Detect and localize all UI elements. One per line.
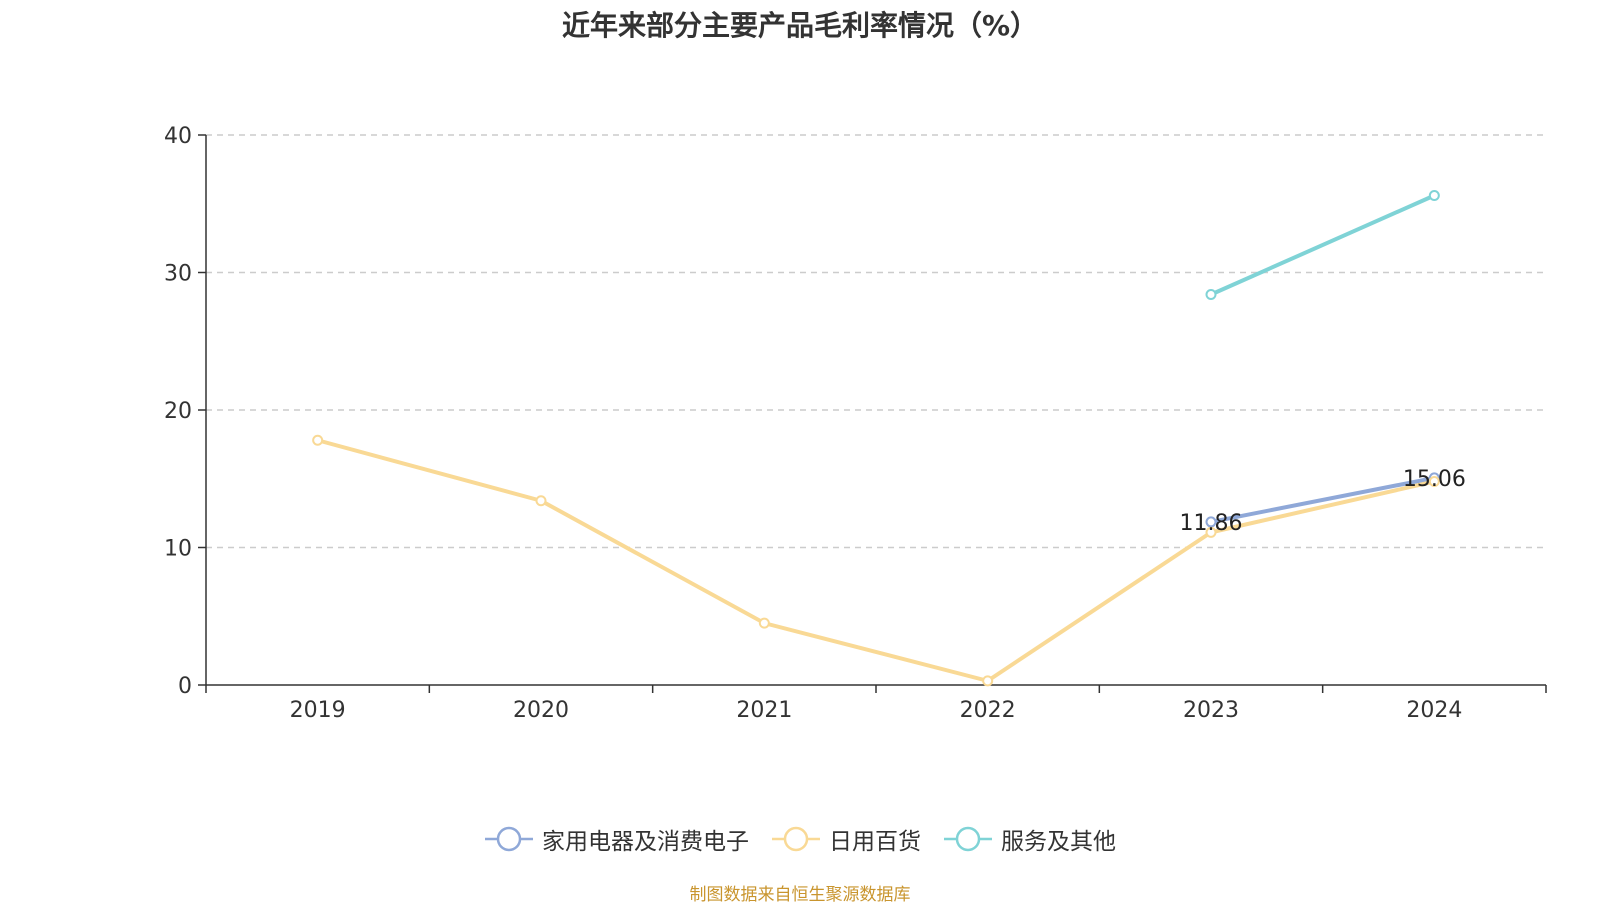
legend-symbol-icon bbox=[944, 826, 992, 852]
data-point bbox=[312, 434, 324, 446]
data-label: 15.06 bbox=[1403, 467, 1466, 492]
y-tick-label: 20 bbox=[164, 399, 192, 424]
legend-label: 家用电器及消费电子 bbox=[542, 829, 749, 855]
legend-symbol-icon bbox=[485, 826, 533, 852]
legend-marker bbox=[496, 826, 522, 852]
data-point bbox=[1428, 190, 1440, 201]
legend-marker bbox=[955, 826, 981, 852]
x-tick-label: 2021 bbox=[736, 698, 792, 723]
x-tick-label: 2022 bbox=[960, 698, 1016, 723]
data-point bbox=[1205, 526, 1217, 538]
data-point bbox=[758, 617, 770, 629]
chart-title: 近年来部分主要产品毛利率情况（%） bbox=[561, 9, 1039, 42]
legend-label: 服务及其他 bbox=[1001, 829, 1116, 855]
data-point bbox=[1205, 516, 1217, 528]
data-label: 11.86 bbox=[1180, 511, 1243, 536]
series-line-0 bbox=[1209, 475, 1437, 524]
y-tick-label: 0 bbox=[178, 674, 192, 699]
data-point bbox=[1205, 289, 1217, 300]
grid-lines bbox=[206, 134, 1546, 549]
legend-marker bbox=[783, 826, 809, 852]
series-line-2 bbox=[1209, 193, 1437, 297]
y-tick-label: 30 bbox=[164, 262, 192, 287]
legend-item[interactable]: 日用百货 bbox=[771, 822, 921, 856]
legend: 家用电器及消费电子 日用百货 服务及其他 bbox=[0, 822, 1600, 856]
x-tick-label: 2019 bbox=[290, 698, 346, 723]
x-tick-label: 2020 bbox=[513, 698, 569, 723]
legend-label: 日用百货 bbox=[829, 829, 921, 855]
series-line-1 bbox=[315, 438, 1437, 683]
data-labels: 11.86 15.06 bbox=[1180, 467, 1466, 536]
data-point bbox=[1428, 476, 1440, 487]
x-tick-label: 2024 bbox=[1406, 698, 1462, 723]
source-note: 制图数据来自恒生聚源数据库 bbox=[689, 885, 911, 905]
legend-symbol-icon bbox=[772, 826, 820, 852]
data-point bbox=[982, 675, 994, 687]
axes: 0 10 20 30 40 2019 2020 2021 2022 2023 2024 bbox=[164, 124, 1547, 723]
y-tick-label: 10 bbox=[164, 537, 192, 562]
legend-item[interactable]: 服务及其他 bbox=[943, 822, 1116, 856]
series-lines bbox=[312, 190, 1440, 687]
data-point bbox=[535, 495, 547, 507]
y-tick-label: 40 bbox=[164, 124, 192, 149]
legend-item[interactable]: 家用电器及消费电子 bbox=[484, 822, 749, 856]
x-tick-label: 2023 bbox=[1183, 698, 1239, 723]
